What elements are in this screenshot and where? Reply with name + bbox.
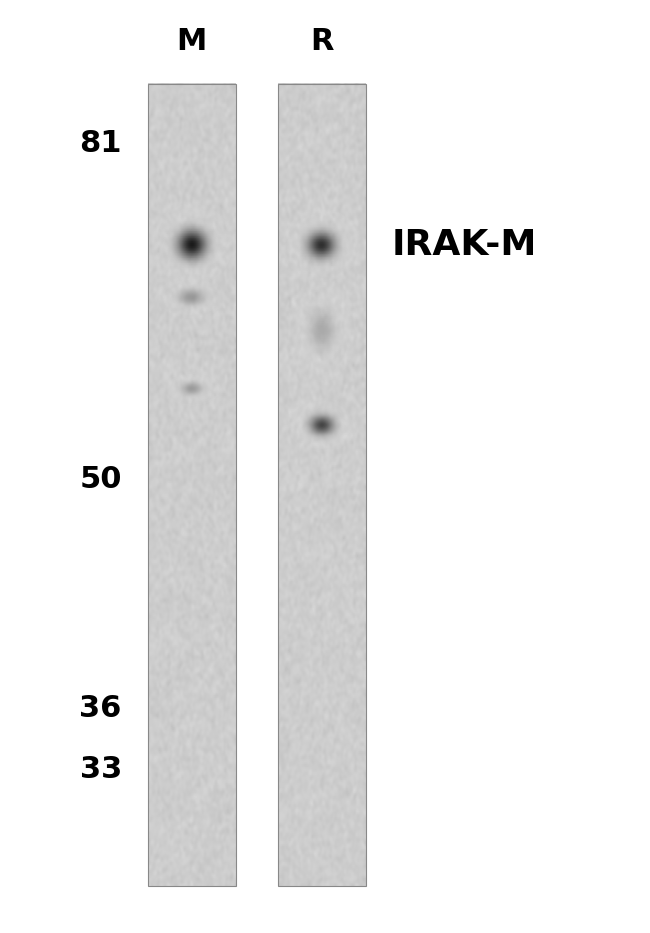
Bar <box>278 84 365 886</box>
Text: M: M <box>177 27 207 56</box>
Text: 36: 36 <box>79 694 122 723</box>
Text: 50: 50 <box>79 465 122 494</box>
Text: 33: 33 <box>79 755 122 784</box>
Text: 81: 81 <box>79 129 122 158</box>
Text: R: R <box>310 27 333 56</box>
Bar <box>148 84 235 886</box>
Text: IRAK-M: IRAK-M <box>391 228 537 262</box>
